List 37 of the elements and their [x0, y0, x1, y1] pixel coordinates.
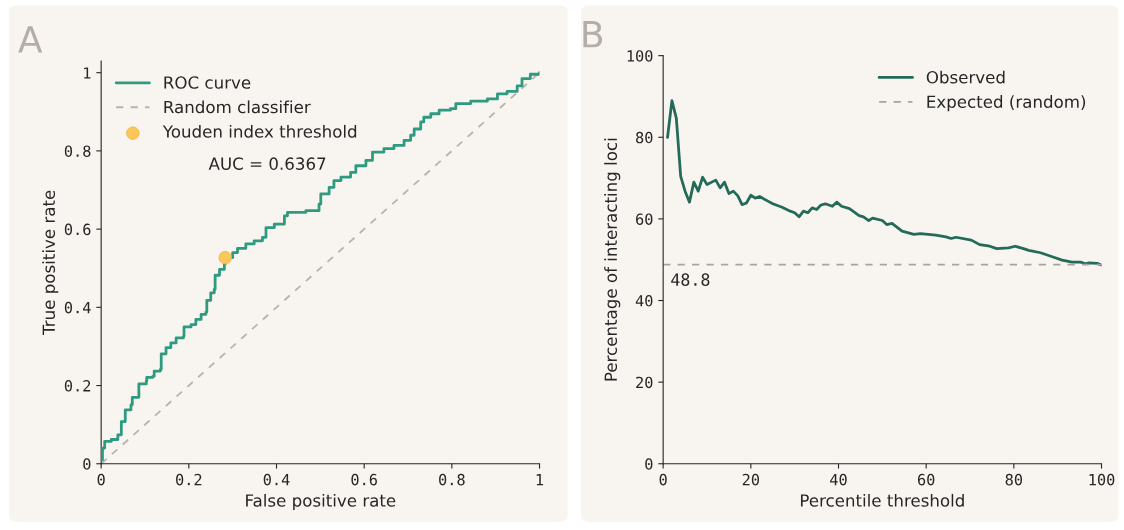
y-tick-label: 100	[627, 50, 653, 62]
y-axis-title: Percentage of interacting loci	[604, 138, 621, 381]
y-tick-label: 0	[645, 458, 653, 470]
x-axis-title: Percentile threshold	[800, 493, 964, 507]
annotation: AUC = 0.6367	[208, 157, 326, 170]
y-tick-label: 0.2	[64, 380, 91, 392]
y-tick-label: 0.6	[64, 223, 91, 236]
x-tick-label: 100	[1089, 473, 1115, 486]
annotation: 48.8	[671, 273, 710, 286]
x-axis-title: False positive rate	[246, 493, 396, 511]
chart-title: B	[583, 20, 603, 48]
x-tick-label: 0.4	[263, 473, 290, 486]
legend-label: Expected (random)	[927, 95, 1086, 112]
x-tick-label: 20	[742, 473, 760, 486]
x-tick-label: 0.2	[176, 473, 202, 486]
y-tick-label: 40	[635, 295, 653, 307]
y-tick-label: 60	[636, 213, 653, 225]
chart-title: A	[18, 26, 43, 53]
y-tick-label: 80	[636, 131, 653, 144]
x-tick-label: 80	[1005, 473, 1023, 486]
y-tick-label: 0	[83, 458, 91, 470]
x-tick-label: 0.6	[351, 473, 377, 486]
x-tick-label: 40	[830, 473, 847, 486]
legend-label: Observed	[926, 70, 1005, 84]
legend-label: Youden index threshold	[162, 124, 357, 138]
y-tick-label: 0.4	[64, 301, 91, 314]
y-tick-label: 20	[636, 376, 653, 389]
x-tick-label: 0	[659, 473, 667, 486]
x-tick-label: 0.8	[439, 473, 465, 486]
legend-label: Random classifier	[164, 100, 311, 114]
x-tick-label: 0	[97, 473, 105, 486]
y-tick-label: 1	[84, 67, 91, 79]
legend-label: ROC curve	[164, 76, 251, 89]
x-tick-label: 1	[536, 474, 544, 486]
y-tick-label: 0.8	[64, 145, 91, 157]
x-tick-label: 60	[917, 473, 935, 486]
y-axis-title: True positive rate	[42, 190, 59, 336]
